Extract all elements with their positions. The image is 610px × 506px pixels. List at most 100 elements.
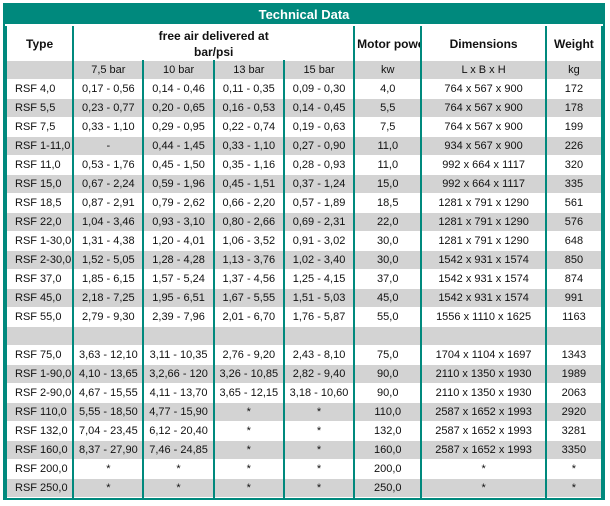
value-cell: 3350 (544, 440, 604, 460)
value-cell: 4,10 - 13,65 (72, 364, 145, 384)
subheader-empty (4, 60, 75, 80)
value-cell: 1281 x 791 x 1290 (420, 231, 547, 251)
value-cell: 0,67 - 2,24 (72, 174, 145, 194)
header-row-sub: 7,5 bar 10 bar 13 bar 15 bar kw L x B x … (4, 60, 604, 80)
value-cell: * (212, 421, 285, 441)
value-cell: 178 (544, 98, 604, 118)
type-cell: RSF 1-90,0 (4, 364, 75, 384)
value-cell: 132,0 (353, 421, 423, 441)
value-cell (420, 326, 547, 346)
value-cell: 2,01 - 6,70 (212, 307, 285, 327)
value-cell (142, 326, 215, 346)
value-cell: 2920 (544, 402, 604, 422)
value-cell: 934 x 567 x 900 (420, 136, 547, 156)
table-row: RSF 75,0 3,63 - 12,10 3,11 - 10,35 2,76 - 9… (4, 345, 604, 365)
value-cell: 1,20 - 4,01 (142, 231, 215, 251)
subheader-7-5-bar: 7,5 bar (72, 60, 145, 80)
value-cell: 1542 x 931 x 1574 (420, 269, 547, 289)
value-cell: 7,5 (353, 117, 423, 137)
table-title: Technical Data (5, 5, 603, 26)
col-header-type: Type (4, 26, 75, 61)
value-cell: 37,0 (353, 269, 423, 289)
value-cell: 1,13 - 3,76 (212, 250, 285, 270)
value-cell: 0,80 - 2,66 (212, 212, 285, 232)
value-cell: 1,06 - 3,52 (212, 231, 285, 251)
type-cell (4, 326, 75, 346)
value-cell: 160,0 (353, 440, 423, 460)
col-header-weight: Weight (544, 26, 604, 61)
type-cell: RSF 2-30,0 (4, 250, 75, 270)
type-cell: RSF 250,0 (4, 478, 75, 498)
value-cell: 0,91 - 3,02 (282, 231, 356, 251)
subheader-15-bar: 15 bar (282, 60, 356, 80)
value-cell: 764 x 567 x 900 (420, 98, 547, 118)
table-row: RSF 15,0 0,67 - 2,24 0,59 - 1,96 0,45 - 1,5… (4, 174, 604, 194)
value-cell: 3,65 - 12,15 (212, 383, 285, 403)
value-cell: 0,93 - 3,10 (142, 212, 215, 232)
value-cell: 4,67 - 15,55 (72, 383, 145, 403)
value-cell: * (72, 478, 145, 498)
value-cell: 4,77 - 15,90 (142, 402, 215, 422)
value-cell: 992 x 664 x 1117 (420, 174, 547, 194)
value-cell (282, 326, 356, 346)
technical-data-sheet: Technical Data Type free air delivered a… (3, 3, 605, 500)
table-row: RSF 11,0 0,53 - 1,76 0,45 - 1,50 0,35 - 1,1… (4, 155, 604, 175)
value-cell: 45,0 (353, 288, 423, 308)
value-cell: 15,0 (353, 174, 423, 194)
value-cell: 30,0 (353, 231, 423, 251)
value-cell: 0,57 - 1,89 (282, 193, 356, 213)
value-cell: 1,57 - 5,24 (142, 269, 215, 289)
value-cell: 1,76 - 5,87 (282, 307, 356, 327)
col-header-motor-power: Motor power (353, 26, 423, 61)
value-cell: 7,46 - 24,85 (142, 440, 215, 460)
free-air-line1: free air delivered at (158, 28, 269, 43)
value-cell: 0,14 - 0,45 (282, 98, 356, 118)
col-header-dimensions: Dimensions (420, 26, 547, 61)
value-cell: * (282, 478, 356, 498)
value-cell: 3281 (544, 421, 604, 441)
value-cell: 1,52 - 5,05 (72, 250, 145, 270)
value-cell: 320 (544, 155, 604, 175)
value-cell: 1,67 - 5,55 (212, 288, 285, 308)
type-cell: RSF 18,5 (4, 193, 75, 213)
value-cell: 6,12 - 20,40 (142, 421, 215, 441)
value-cell: 18,5 (353, 193, 423, 213)
value-cell: 4,0 (353, 79, 423, 99)
table-row: RSF 250,0 * * * * 250,0 * * (4, 478, 604, 498)
value-cell: * (142, 459, 215, 479)
value-cell: 200,0 (353, 459, 423, 479)
value-cell: 110,0 (353, 402, 423, 422)
value-cell: 226 (544, 136, 604, 156)
value-cell: 0,14 - 0,46 (142, 79, 215, 99)
table-row: RSF 18,5 0,87 - 2,91 0,79 - 2,62 0,66 - 2,2… (4, 193, 604, 213)
technical-data-table: Type free air delivered at bar/psi Motor… (4, 26, 604, 498)
value-cell: 0,59 - 1,96 (142, 174, 215, 194)
table-row: RSF 2-90,0 4,67 - 15,55 4,11 - 13,70 3,65 -… (4, 383, 604, 403)
subheader-lbh: L x B x H (420, 60, 547, 80)
type-cell: RSF 22,0 (4, 212, 75, 232)
type-cell: RSF 132,0 (4, 421, 75, 441)
value-cell: 4,11 - 13,70 (142, 383, 215, 403)
table-row: RSF 1-90,0 4,10 - 13,65 3,2,66 - 120 3,26 -… (4, 364, 604, 384)
value-cell: 0,22 - 0,74 (212, 117, 285, 137)
type-cell: RSF 5,5 (4, 98, 75, 118)
value-cell: 0,87 - 2,91 (72, 193, 145, 213)
value-cell: 0,29 - 0,95 (142, 117, 215, 137)
value-cell: 0,69 - 2,31 (282, 212, 356, 232)
value-cell: 2,82 - 9,40 (282, 364, 356, 384)
type-cell: RSF 55,0 (4, 307, 75, 327)
value-cell: 1,95 - 6,51 (142, 288, 215, 308)
value-cell (544, 326, 604, 346)
value-cell: 2063 (544, 383, 604, 403)
type-cell: RSF 45,0 (4, 288, 75, 308)
table-row (4, 326, 604, 346)
value-cell (72, 326, 145, 346)
table-row: RSF 22,0 1,04 - 3,46 0,93 - 3,10 0,80 - 2,6… (4, 212, 604, 232)
value-cell: 0,35 - 1,16 (212, 155, 285, 175)
value-cell: 2587 x 1652 x 1993 (420, 421, 547, 441)
value-cell: * (420, 478, 547, 498)
value-cell: 199 (544, 117, 604, 137)
value-cell: 55,0 (353, 307, 423, 327)
value-cell: 1343 (544, 345, 604, 365)
value-cell: 2,18 - 7,25 (72, 288, 145, 308)
